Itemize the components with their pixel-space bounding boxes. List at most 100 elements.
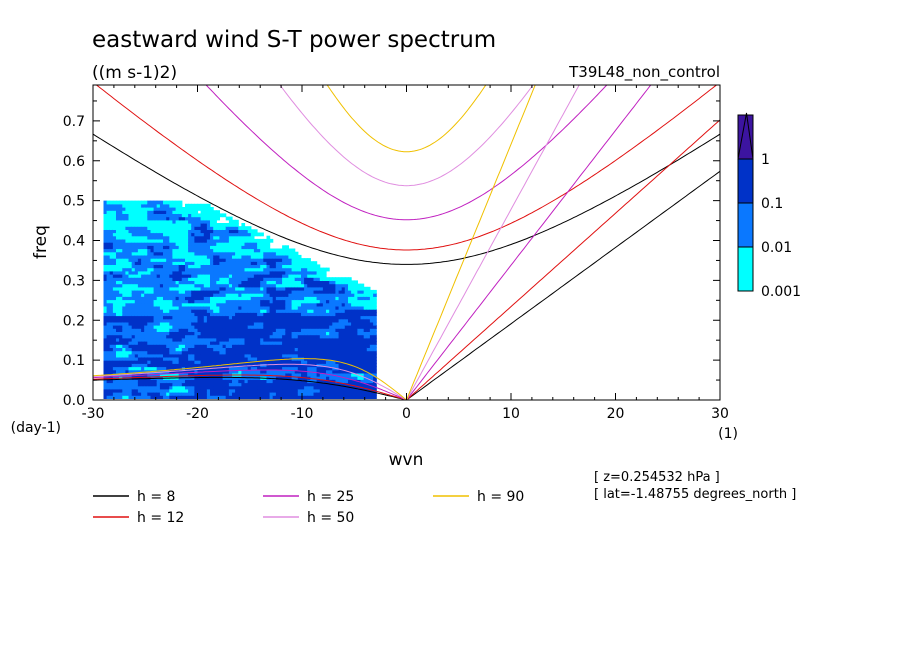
power-cell xyxy=(244,328,249,332)
power-cell xyxy=(332,350,336,355)
power-cell xyxy=(291,251,296,256)
power-cell xyxy=(319,337,324,342)
power-cell xyxy=(373,382,377,387)
power-cell xyxy=(178,248,183,253)
power-cell xyxy=(219,213,224,218)
power-cell xyxy=(222,235,227,240)
power-cell xyxy=(272,286,277,291)
power-cell xyxy=(194,238,199,243)
power-cell xyxy=(206,385,211,390)
power-cell xyxy=(373,344,377,348)
power-cell xyxy=(109,207,114,211)
power-cell xyxy=(238,229,242,234)
power-cell xyxy=(238,283,242,288)
power-cell xyxy=(326,360,330,364)
power-cell xyxy=(166,258,170,262)
power-cell xyxy=(128,219,133,224)
power-cell xyxy=(131,382,136,387)
power-cell xyxy=(216,341,220,345)
power-cell xyxy=(288,363,293,368)
power-cell xyxy=(200,385,205,390)
power-cell xyxy=(153,264,158,269)
power-cell xyxy=(181,280,186,285)
power-cell xyxy=(275,353,280,358)
power-cell xyxy=(106,302,111,307)
power-cell xyxy=(134,392,139,396)
y-units-label: (day-1) xyxy=(11,420,61,436)
power-cell xyxy=(266,261,271,265)
power-cell xyxy=(141,261,145,265)
power-cell xyxy=(131,277,136,281)
power-cell xyxy=(238,360,242,364)
power-cell xyxy=(181,334,186,339)
power-cell xyxy=(131,321,136,326)
power-cell xyxy=(335,350,340,355)
power-cell xyxy=(219,318,224,323)
power-cell xyxy=(213,283,217,288)
power-cell xyxy=(163,296,167,301)
power-cell xyxy=(279,270,283,275)
power-cell xyxy=(210,392,214,396)
power-cell xyxy=(185,219,189,224)
power-cell xyxy=(175,363,180,368)
power-cell xyxy=(216,347,220,352)
power-cell xyxy=(141,395,145,399)
power-cell xyxy=(197,219,202,224)
power-cell xyxy=(163,344,167,348)
power-cell xyxy=(354,382,358,387)
power-cell xyxy=(373,363,377,368)
power-cell xyxy=(291,321,296,326)
power-cell xyxy=(141,283,145,288)
power-cell xyxy=(172,226,177,230)
power-cell xyxy=(122,369,126,374)
power-cell xyxy=(297,366,302,371)
power-cell xyxy=(125,302,130,307)
power-cell xyxy=(263,312,267,317)
power-cell xyxy=(159,248,164,253)
power-cell xyxy=(181,242,186,246)
power-cell xyxy=(163,325,167,329)
power-cell xyxy=(232,360,236,364)
power-cell xyxy=(307,296,311,301)
power-cell xyxy=(319,334,324,339)
power-cell xyxy=(272,388,277,393)
power-cell xyxy=(134,219,139,224)
power-cell xyxy=(125,274,130,278)
power-cell xyxy=(147,293,151,297)
power-cell xyxy=(169,251,173,256)
power-cell xyxy=(175,251,180,256)
power-cell xyxy=(301,347,305,352)
power-cell xyxy=(357,395,362,399)
power-cell xyxy=(319,293,324,297)
power-cell xyxy=(216,337,220,342)
power-cell xyxy=(244,264,249,269)
power-cell xyxy=(222,245,227,250)
power-cell xyxy=(250,356,255,361)
power-cell xyxy=(134,283,139,288)
power-cell xyxy=(335,302,340,307)
power-cell xyxy=(244,280,249,285)
power-cell xyxy=(169,395,173,399)
power-cell xyxy=(304,360,308,364)
power-cell xyxy=(216,328,220,332)
power-cell xyxy=(153,254,158,259)
power-cell xyxy=(112,312,117,317)
power-cell xyxy=(294,312,299,317)
power-cell xyxy=(109,254,114,259)
power-cell xyxy=(131,350,136,355)
power-cell xyxy=(178,363,183,368)
power-cell xyxy=(166,238,170,243)
power-cell xyxy=(141,264,145,269)
power-cell xyxy=(219,395,224,399)
power-cell xyxy=(288,305,293,310)
power-cell xyxy=(213,353,217,358)
power-cell xyxy=(172,207,177,211)
power-cell xyxy=(329,277,333,281)
power-cell xyxy=(341,289,346,294)
power-cell xyxy=(269,382,274,387)
power-cell xyxy=(344,286,349,291)
power-cell xyxy=(338,363,343,368)
power-cell xyxy=(103,331,108,336)
power-cell xyxy=(185,302,189,307)
power-cell xyxy=(313,286,318,291)
